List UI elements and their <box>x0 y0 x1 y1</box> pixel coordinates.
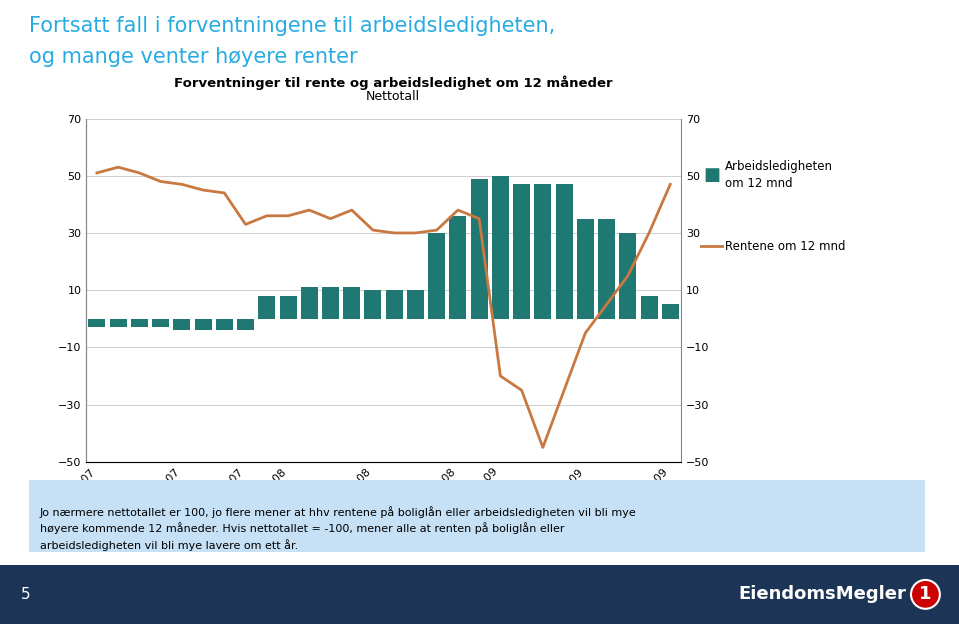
Text: Arbeidsledigheten
om 12 mnd: Arbeidsledigheten om 12 mnd <box>725 160 833 190</box>
Bar <box>152 319 169 328</box>
Bar <box>280 296 296 319</box>
Bar <box>174 319 190 330</box>
Text: Nettotall: Nettotall <box>366 90 420 103</box>
Bar <box>513 184 530 319</box>
Text: Forventninger til rente og arbeidsledighet om 12 måneder: Forventninger til rente og arbeidsledigh… <box>174 76 613 90</box>
Text: Rentene om 12 mnd: Rentene om 12 mnd <box>725 240 846 253</box>
Bar <box>109 319 127 328</box>
Bar <box>407 290 424 319</box>
Bar <box>620 233 637 319</box>
Text: ■: ■ <box>703 166 720 183</box>
Bar <box>322 287 339 319</box>
Bar <box>386 290 403 319</box>
Bar <box>258 296 275 319</box>
Text: EiendomsMegler: EiendomsMegler <box>738 585 906 603</box>
Bar <box>641 296 658 319</box>
Bar <box>237 319 254 330</box>
Bar <box>343 287 361 319</box>
Bar <box>598 218 615 319</box>
Bar <box>88 319 105 328</box>
Bar <box>428 233 445 319</box>
Bar <box>216 319 233 330</box>
Bar <box>301 287 317 319</box>
Text: 1: 1 <box>919 585 932 603</box>
Text: Jo nærmere nettotallet er 100, jo flere mener at hhv rentene på boliglån eller a: Jo nærmere nettotallet er 100, jo flere … <box>39 505 636 551</box>
Bar <box>492 176 509 319</box>
Bar <box>450 216 466 319</box>
Text: 5: 5 <box>21 587 31 602</box>
Bar <box>576 218 594 319</box>
Bar <box>555 184 573 319</box>
Bar <box>471 178 487 319</box>
Bar <box>195 319 212 330</box>
Bar <box>662 305 679 319</box>
Text: Fortsatt fall i forventningene til arbeidsledigheten,: Fortsatt fall i forventningene til arbei… <box>29 16 555 36</box>
Bar <box>130 319 148 328</box>
Text: og mange venter høyere renter: og mange venter høyere renter <box>29 47 358 67</box>
Bar <box>534 184 551 319</box>
Bar <box>364 290 382 319</box>
